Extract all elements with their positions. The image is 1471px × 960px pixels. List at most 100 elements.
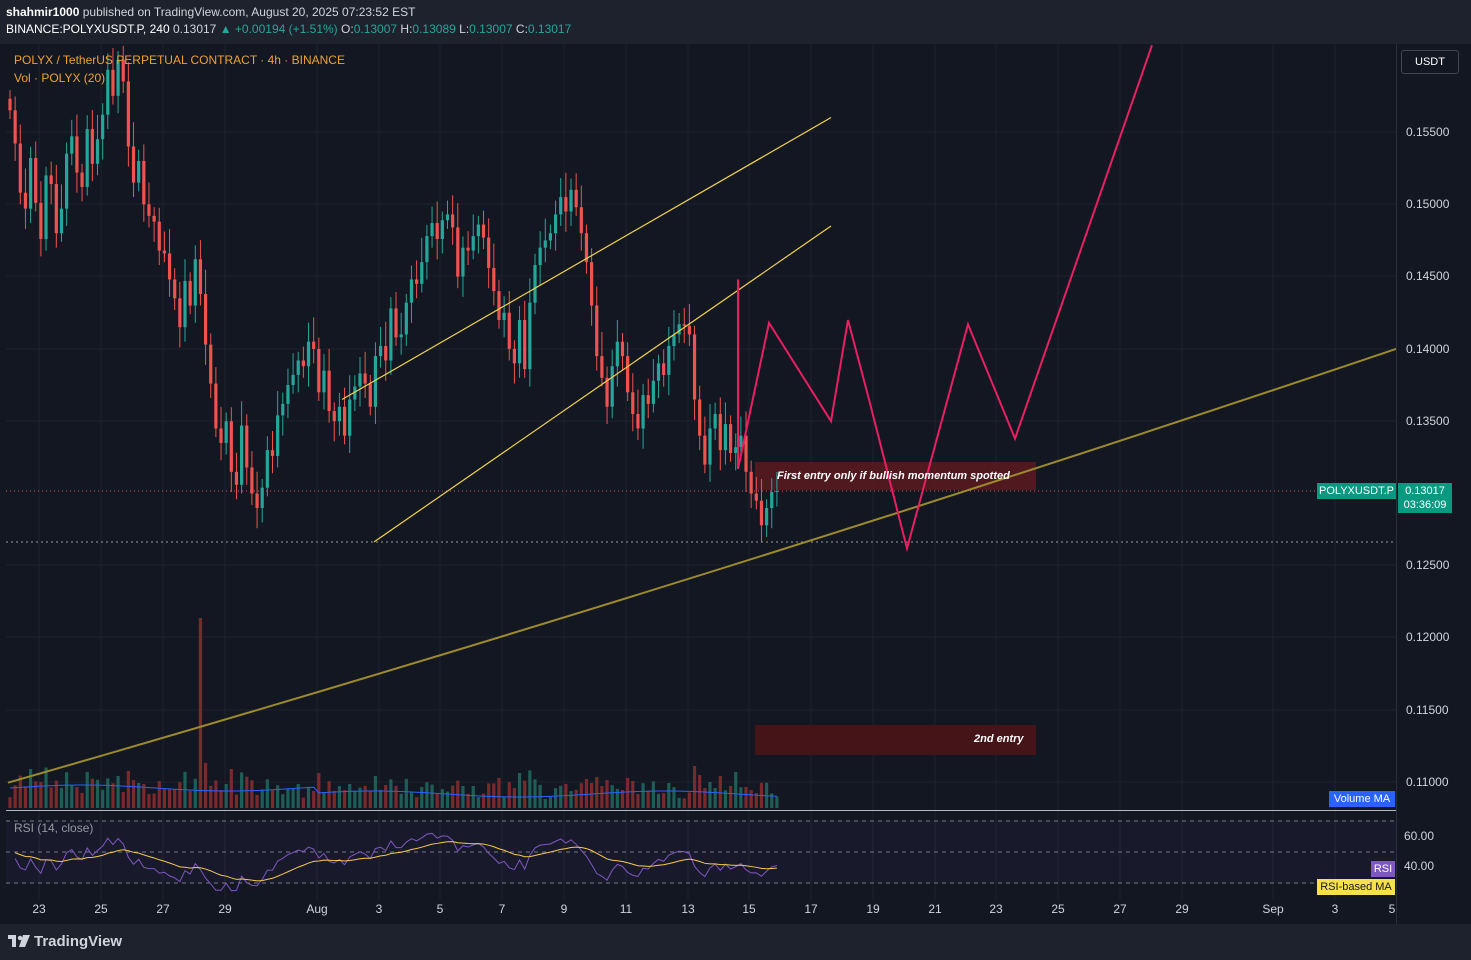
volume-bar <box>728 786 733 808</box>
candle-body <box>610 366 614 407</box>
tradingview-logo[interactable]: TradingView <box>8 933 122 950</box>
candle-body <box>615 341 619 367</box>
time-axis[interactable] <box>0 900 1396 924</box>
rsi-ma-tag: RSI-based MA <box>1317 879 1395 895</box>
time-tick: 21 <box>928 902 942 916</box>
candle-body <box>306 341 311 367</box>
volume-bar <box>203 763 208 808</box>
candle-body <box>538 247 542 266</box>
current-price: 0.13017 <box>1405 485 1445 497</box>
candle-body <box>626 356 630 393</box>
candle-body <box>456 227 460 277</box>
price-tick: 0.13500 <box>1406 414 1450 428</box>
candle-body <box>75 136 79 173</box>
candle-body <box>595 305 599 357</box>
candle-body <box>353 386 357 400</box>
candle-body <box>517 319 522 364</box>
volume-bar <box>404 778 408 808</box>
candle-body <box>723 424 728 451</box>
candle-body <box>667 346 671 375</box>
candle-body <box>394 308 398 338</box>
volume-legend[interactable]: Vol · POLYX (20) <box>14 71 106 85</box>
candle-body <box>80 172 84 187</box>
volume-bar <box>425 782 429 808</box>
candle-body <box>18 143 22 193</box>
candle-body <box>415 279 419 284</box>
volume-bar <box>507 782 511 808</box>
time-tick: 23 <box>989 902 1003 916</box>
candle-body <box>121 59 125 82</box>
ohlc-line: BINANCE:POLYXUSDT.P, 240 0.13017 ▲ +0.00… <box>6 22 571 36</box>
candle-body <box>533 265 537 303</box>
channel-lower-line <box>373 225 832 543</box>
volume-bar <box>620 790 625 808</box>
candle-body <box>59 208 64 234</box>
volume-bar <box>245 776 249 808</box>
volume-bar <box>291 788 295 808</box>
candle-body <box>209 344 213 384</box>
volume-bar <box>672 787 676 808</box>
time-tick: Sep <box>1262 902 1284 916</box>
rsi-legend[interactable]: RSI (14, close) <box>14 821 94 835</box>
candle-body <box>203 293 208 345</box>
volume-bar <box>234 794 239 808</box>
volume-bar <box>54 780 58 808</box>
candle-body <box>363 373 367 384</box>
time-tick: 29 <box>1175 902 1189 916</box>
first-entry-label: First entry only if bullish momentum spo… <box>777 470 1010 482</box>
volume-bar <box>296 784 300 808</box>
candle-body <box>85 129 89 187</box>
candle-body <box>420 262 424 284</box>
candle-body <box>13 110 17 144</box>
candle-body <box>39 202 43 240</box>
volume-bar <box>584 779 589 808</box>
time-tick: 17 <box>804 902 818 916</box>
candle-body <box>631 392 635 414</box>
volume-bar <box>353 790 357 808</box>
volume-bar <box>708 782 712 808</box>
volume-bar <box>497 778 501 808</box>
volume-bar <box>286 788 290 808</box>
candle-body <box>718 413 722 451</box>
price-tick: 0.12500 <box>1406 558 1450 572</box>
candle-body <box>162 250 167 254</box>
candle-body <box>698 399 702 436</box>
candle-body <box>651 380 655 404</box>
time-tick: 5 <box>436 902 444 916</box>
author-name[interactable]: shahmir1000 <box>6 5 80 19</box>
open-value: 0.13007 <box>353 22 398 36</box>
volume-bar <box>332 790 336 808</box>
price-tick: 0.14500 <box>1406 269 1450 283</box>
volume-bar <box>281 794 285 808</box>
candle-body <box>49 175 53 185</box>
candle-body <box>662 363 666 375</box>
candle-body <box>528 302 532 370</box>
candle-body <box>770 492 774 508</box>
volume-bar <box>260 789 264 808</box>
candle-body <box>301 360 305 367</box>
volume-bar <box>466 793 470 808</box>
symbol-legend[interactable]: POLYX / TetherUS PERPETUAL CONTRACT · 4h… <box>14 53 345 67</box>
pane-separator[interactable] <box>6 810 1396 811</box>
candle-body <box>281 403 285 416</box>
volume-bar <box>306 786 311 808</box>
volume-bar <box>559 785 563 808</box>
volume-bar <box>23 786 28 808</box>
volume-bar <box>13 785 17 808</box>
candle-body <box>183 280 187 328</box>
candle-body <box>553 214 558 234</box>
candle-body <box>358 373 362 387</box>
candle-body <box>291 374 295 386</box>
channel-upper-line <box>341 117 832 401</box>
volume-bar <box>553 788 558 808</box>
volume-bar <box>667 783 671 808</box>
candle-body <box>384 346 388 361</box>
volume-bar <box>651 781 655 808</box>
volume-bar <box>101 789 105 808</box>
candle-body <box>487 237 491 268</box>
currency-button[interactable]: USDT <box>1401 50 1459 74</box>
symbol-line: BINANCE:POLYXUSDT.P, 240 <box>6 22 170 36</box>
volume-bar <box>389 779 393 808</box>
candle-body <box>765 507 769 526</box>
